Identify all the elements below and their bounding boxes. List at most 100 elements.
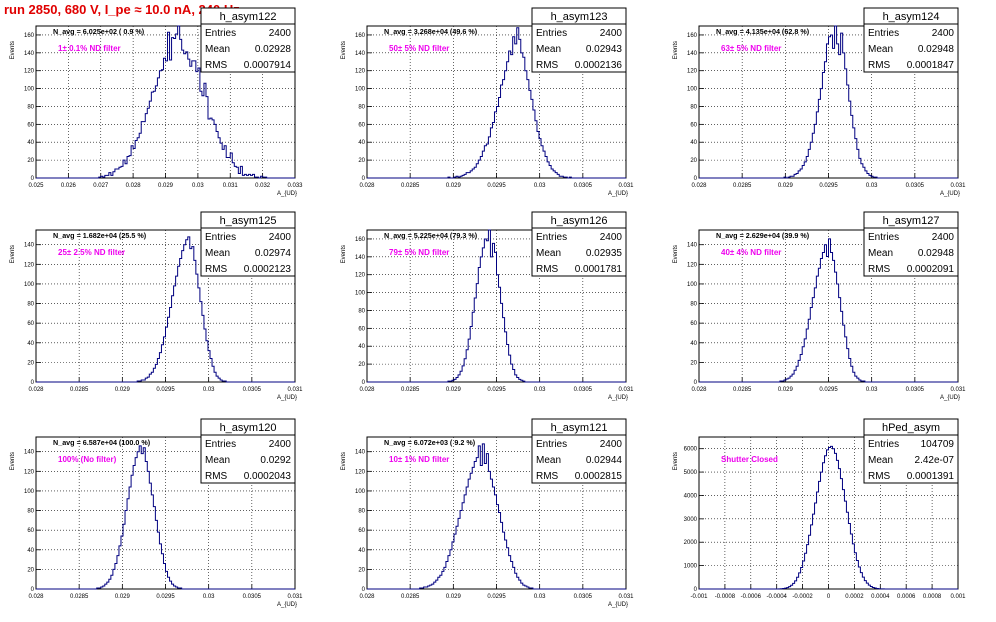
n-avg-label: N_avg = 6.072e+03 ( 9.2 %) — [384, 438, 476, 447]
x-tick-label: -0.0002 — [792, 594, 813, 600]
y-tick-label: 120 — [687, 69, 698, 75]
x-tick-label: 0.0295 — [487, 387, 506, 393]
histogram-panel: 0.028 0.0285 0.029 0.0295 0.03 0.0305 0.031 0 20… — [341, 211, 634, 401]
stats-key: Entries — [536, 232, 567, 243]
x-tick-label: 0.031 — [950, 387, 966, 393]
x-axis-title: A_{UD} — [277, 395, 297, 401]
y-tick-label: 80 — [358, 308, 365, 314]
y-tick-label: 2000 — [684, 540, 698, 546]
x-tick-label: 0.03 — [866, 183, 878, 189]
stats-key: Mean — [868, 44, 893, 55]
y-tick-label: 20 — [27, 567, 34, 573]
x-tick-label: 0.028 — [28, 387, 44, 393]
x-tick-label: 0.0285 — [401, 387, 420, 393]
y-tick-label: 140 — [687, 51, 698, 57]
y-tick-label: 0 — [362, 587, 366, 593]
histogram-series — [367, 27, 626, 179]
y-tick-label: 20 — [690, 158, 697, 164]
y-tick-label: 60 — [358, 528, 365, 534]
x-tick-label: 0.0305 — [574, 183, 593, 189]
x-tick-label: 0.029 — [158, 183, 174, 189]
y-tick-label: 0 — [362, 176, 366, 182]
stats-box — [531, 434, 627, 484]
y-tick-label: 120 — [24, 69, 35, 75]
histogram-panel: 0.028 0.0285 0.029 0.0295 0.03 0.0305 0.031 0 20… — [10, 211, 303, 401]
filter-label: 40± 4% ND filter — [721, 248, 781, 257]
stats-value: 0.0002043 — [244, 471, 292, 482]
y-tick-label: 0 — [31, 176, 35, 182]
histogram-series — [699, 25, 958, 179]
x-tick-label: 0.032 — [255, 183, 271, 189]
y-tick-label: 120 — [355, 469, 366, 475]
x-tick-label: 0.03 — [203, 594, 215, 600]
y-tick-label: 80 — [27, 509, 34, 515]
histogram-name: h_asym121 — [551, 422, 608, 434]
x-tick-label: 0.0002 — [845, 594, 864, 600]
stats-key: Mean — [536, 44, 561, 55]
y-tick-label: 0 — [694, 587, 698, 593]
stats-value: 2400 — [269, 439, 292, 450]
x-tick-label: 0.0004 — [871, 594, 890, 600]
y-tick-label: 80 — [690, 302, 697, 308]
stats-value: 0.0001847 — [907, 60, 955, 71]
x-tick-label: 0.0305 — [574, 594, 593, 600]
y-tick-label: 40 — [690, 341, 697, 347]
filter-label: 79± 5% ND filter — [389, 248, 449, 257]
x-tick-label: 0 — [827, 594, 831, 600]
stats-key: Mean — [205, 44, 230, 55]
y-tick-label: 100 — [24, 489, 35, 495]
stats-box — [863, 227, 959, 277]
stats-value: 2.42e-07 — [915, 455, 955, 466]
y-tick-label: 80 — [27, 104, 34, 110]
stats-box — [200, 227, 296, 277]
x-tick-label: 0.0295 — [487, 594, 506, 600]
y-tick-label: 80 — [358, 509, 365, 515]
stats-key: RMS — [868, 60, 891, 71]
y-tick-label: 100 — [24, 87, 35, 93]
histogram-panel: 0.028 0.0285 0.029 0.0295 0.03 0.0305 0.031 0 20… — [673, 211, 966, 401]
y-tick-label: 140 — [24, 51, 35, 57]
x-axis-title: A_{UD} — [940, 191, 960, 197]
y-tick-label: 60 — [358, 122, 365, 128]
histogram-name: h_asym122 — [220, 11, 277, 23]
y-tick-label: 0 — [694, 176, 698, 182]
y-tick-label: 140 — [355, 450, 366, 456]
stats-value: 2400 — [600, 439, 623, 450]
x-tick-label: -0.0008 — [715, 594, 736, 600]
y-tick-label: 140 — [24, 450, 35, 456]
stats-key: RMS — [205, 264, 228, 275]
y-tick-label: 100 — [355, 489, 366, 495]
x-tick-label: 0.03 — [866, 387, 878, 393]
y-tick-label: 160 — [355, 237, 366, 243]
histogram-series — [36, 25, 295, 179]
histogram-name: h_asym123 — [551, 11, 608, 23]
y-tick-label: 3000 — [684, 517, 698, 523]
y-tick-label: 6000 — [684, 447, 698, 453]
stats-value: 0.0002136 — [575, 60, 623, 71]
y-tick-label: 60 — [27, 528, 34, 534]
y-tick-label: 20 — [358, 362, 365, 368]
x-tick-label: 0.0295 — [156, 594, 175, 600]
stats-value: 0.0002091 — [907, 264, 955, 275]
y-tick-label: 0 — [362, 380, 366, 386]
x-tick-label: -0.0006 — [741, 594, 762, 600]
stats-key: Entries — [536, 28, 567, 39]
stats-value: 0.02928 — [255, 44, 292, 55]
stats-key: Entries — [868, 439, 899, 450]
stats-value: 0.02944 — [586, 455, 623, 466]
n-avg-label: N_avg = 2.629e+04 (39.9 %) — [716, 231, 810, 240]
stats-value: 0.02974 — [255, 248, 292, 259]
y-tick-label: 100 — [355, 87, 366, 93]
y-axis-title: Events — [673, 245, 679, 263]
histogram-series — [367, 229, 626, 383]
filter-label: 63± 5% ND filter — [721, 44, 781, 53]
y-axis-title: Events — [341, 452, 347, 470]
x-tick-label: 0.0285 — [401, 594, 420, 600]
y-tick-label: 100 — [687, 87, 698, 93]
y-tick-label: 120 — [24, 262, 35, 268]
stats-key: Entries — [536, 439, 567, 450]
x-tick-label: 0.0295 — [487, 183, 506, 189]
filter-label: 25± 2.5% ND filter — [58, 248, 125, 257]
x-tick-label: -0.001 — [690, 594, 708, 600]
histogram-series — [699, 238, 958, 383]
